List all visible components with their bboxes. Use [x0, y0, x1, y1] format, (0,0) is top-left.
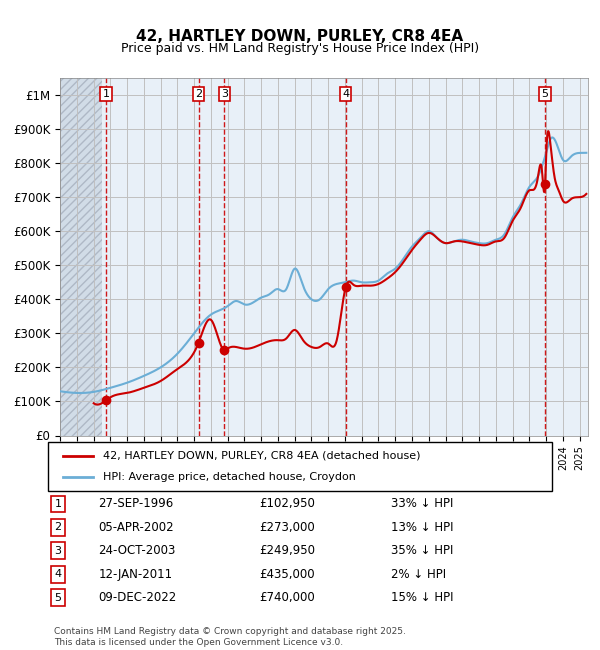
Text: Contains HM Land Registry data © Crown copyright and database right 2025.: Contains HM Land Registry data © Crown c… — [54, 627, 406, 636]
Text: £740,000: £740,000 — [260, 592, 316, 604]
Text: £273,000: £273,000 — [260, 521, 316, 534]
Text: £102,950: £102,950 — [260, 497, 316, 510]
Text: 42, HARTLEY DOWN, PURLEY, CR8 4EA (detached house): 42, HARTLEY DOWN, PURLEY, CR8 4EA (detac… — [103, 450, 421, 461]
Text: 1: 1 — [55, 499, 62, 509]
Text: 35% ↓ HPI: 35% ↓ HPI — [391, 544, 453, 557]
Text: 27-SEP-1996: 27-SEP-1996 — [98, 497, 173, 510]
Text: 2: 2 — [55, 523, 62, 532]
Text: 09-DEC-2022: 09-DEC-2022 — [98, 592, 176, 604]
Text: 5: 5 — [542, 88, 548, 99]
Bar — [60, 78, 102, 436]
Text: This data is licensed under the Open Government Licence v3.0.: This data is licensed under the Open Gov… — [54, 638, 343, 647]
Text: Price paid vs. HM Land Registry's House Price Index (HPI): Price paid vs. HM Land Registry's House … — [121, 42, 479, 55]
Text: 24-OCT-2003: 24-OCT-2003 — [98, 544, 176, 557]
FancyBboxPatch shape — [48, 442, 552, 491]
Text: 2: 2 — [195, 88, 202, 99]
Text: 05-APR-2002: 05-APR-2002 — [98, 521, 174, 534]
Text: HPI: Average price, detached house, Croydon: HPI: Average price, detached house, Croy… — [103, 472, 356, 482]
Text: 4: 4 — [55, 569, 62, 579]
Text: £249,950: £249,950 — [260, 544, 316, 557]
Text: 4: 4 — [342, 88, 349, 99]
Text: 42, HARTLEY DOWN, PURLEY, CR8 4EA: 42, HARTLEY DOWN, PURLEY, CR8 4EA — [136, 29, 464, 44]
Text: 13% ↓ HPI: 13% ↓ HPI — [391, 521, 453, 534]
Text: £435,000: £435,000 — [260, 568, 316, 581]
Text: 12-JAN-2011: 12-JAN-2011 — [98, 568, 173, 581]
Text: 2% ↓ HPI: 2% ↓ HPI — [391, 568, 446, 581]
Text: 15% ↓ HPI: 15% ↓ HPI — [391, 592, 453, 604]
Text: 3: 3 — [55, 546, 62, 556]
Text: 1: 1 — [103, 88, 109, 99]
Text: 33% ↓ HPI: 33% ↓ HPI — [391, 497, 453, 510]
Text: 5: 5 — [55, 593, 62, 603]
Text: 3: 3 — [221, 88, 228, 99]
